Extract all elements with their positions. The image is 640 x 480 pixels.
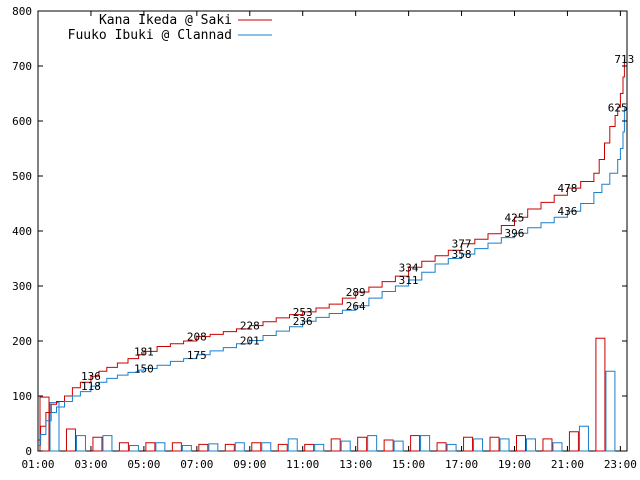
- bar-1: [224, 443, 235, 452]
- bar-2: [75, 435, 86, 452]
- bar-1: [304, 443, 315, 452]
- bar-group: [39, 337, 616, 452]
- bar-1: [436, 442, 447, 452]
- bar-1: [515, 435, 526, 452]
- x-tick-label: 03:00: [74, 458, 107, 471]
- plot-border: [37, 10, 628, 452]
- data-label-1: 713: [614, 53, 634, 66]
- y-tick-label: 800: [12, 5, 32, 18]
- data-label-1: 334: [399, 261, 419, 274]
- x-tick-label: 05:00: [127, 458, 160, 471]
- y-tick-label: 0: [25, 445, 32, 458]
- y-tick-label: 300: [12, 280, 32, 293]
- series-line-1: [38, 58, 625, 441]
- bar-2: [234, 442, 245, 452]
- data-label-1: 228: [240, 320, 260, 333]
- bar-1: [145, 442, 156, 452]
- bar-1: [330, 438, 341, 452]
- legend: Kana Ikeda @ Saki Fuuko Ibuki @ Clannad: [68, 13, 272, 43]
- series-lines: [38, 58, 625, 446]
- bar-2: [208, 443, 219, 452]
- data-label-1: 253: [293, 306, 313, 319]
- x-tick-label: 17:00: [445, 458, 478, 471]
- bar-1: [463, 436, 474, 452]
- x-tick-label: 23:00: [604, 458, 637, 471]
- bar-2: [393, 440, 404, 452]
- bar-2: [420, 435, 431, 452]
- bar-1: [489, 436, 500, 452]
- bar-1: [383, 439, 394, 452]
- bar-1: [92, 436, 103, 452]
- data-label-1: 625: [608, 101, 628, 114]
- axis-ticks: 0 100 200 300 400 500 600 700 800 01:00 03:00 05:00…: [12, 5, 637, 471]
- bar-2: [287, 438, 298, 452]
- bar-2: [314, 443, 325, 452]
- data-label-2: 201: [240, 334, 260, 347]
- bar-1: [171, 442, 182, 452]
- bar-1: [410, 435, 421, 452]
- bar-2: [605, 370, 616, 452]
- bar-2: [128, 445, 139, 452]
- bar-2: [446, 443, 457, 452]
- bar-2: [525, 438, 536, 452]
- data-label-1: 425: [505, 211, 525, 224]
- data-label-2: 436: [558, 205, 578, 218]
- bar-2: [473, 438, 484, 452]
- y-tick-label: 600: [12, 115, 32, 128]
- data-label-1: 289: [346, 286, 366, 299]
- bar-2: [340, 440, 351, 452]
- y-tick-label: 200: [12, 335, 32, 348]
- data-label-2: 236: [293, 315, 313, 328]
- data-label-1: 478: [558, 182, 578, 195]
- bar-1: [65, 428, 76, 452]
- bar-2: [102, 435, 113, 452]
- x-tick-label: 19:00: [498, 458, 531, 471]
- data-label-2: 175: [187, 349, 207, 362]
- x-tick-label: 09:00: [233, 458, 266, 471]
- y-tick-label: 100: [12, 390, 32, 403]
- bar-1: [568, 431, 579, 452]
- bar-1: [277, 443, 288, 452]
- y-tick-label: 700: [12, 60, 32, 73]
- data-label-1: 136: [81, 370, 101, 383]
- series-line-2: [38, 107, 625, 446]
- data-label-2: 396: [505, 227, 525, 240]
- bar-2: [578, 425, 589, 452]
- data-label-1: 181: [134, 345, 154, 358]
- x-tick-label: 13:00: [339, 458, 372, 471]
- bar-1: [198, 443, 209, 452]
- bar-2: [155, 442, 166, 452]
- legend-label-series-1: Kana Ikeda @ Saki: [99, 13, 232, 28]
- data-label-2: 358: [452, 248, 472, 261]
- x-tick-label: 01:00: [21, 458, 54, 471]
- x-tick-label: 07:00: [180, 458, 213, 471]
- plot-frame: [37, 10, 628, 452]
- x-tick-label: 21:00: [551, 458, 584, 471]
- bar-1: [595, 337, 606, 452]
- y-tick-label: 500: [12, 170, 32, 183]
- bar-2: [367, 435, 378, 452]
- bar-2: [261, 442, 272, 452]
- bar-1: [39, 396, 50, 452]
- x-tick-label: 11:00: [286, 458, 319, 471]
- y-tick-label: 400: [12, 225, 32, 238]
- data-label-1: 208: [187, 331, 207, 344]
- bar-2: [49, 402, 60, 452]
- bar-2: [552, 442, 563, 452]
- data-label-2: 150: [134, 363, 154, 376]
- bar-1: [542, 438, 553, 452]
- bar-2: [499, 438, 510, 452]
- bar-1: [118, 442, 129, 452]
- bar-1: [357, 436, 368, 452]
- bar-1: [251, 442, 262, 452]
- data-label-2: 118: [81, 380, 101, 393]
- data-label-1: 377: [452, 238, 472, 251]
- bar-2: [181, 445, 192, 452]
- data-label-2: 311: [399, 274, 419, 287]
- x-tick-label: 15:00: [392, 458, 425, 471]
- data-label-2: 264: [346, 300, 366, 313]
- data-labels: 136 181 208 228 253 289 334 377 425 478 625 713 118 1…: [81, 53, 634, 393]
- legend-label-series-2: Fuuko Ibuki @ Clannad: [68, 28, 232, 43]
